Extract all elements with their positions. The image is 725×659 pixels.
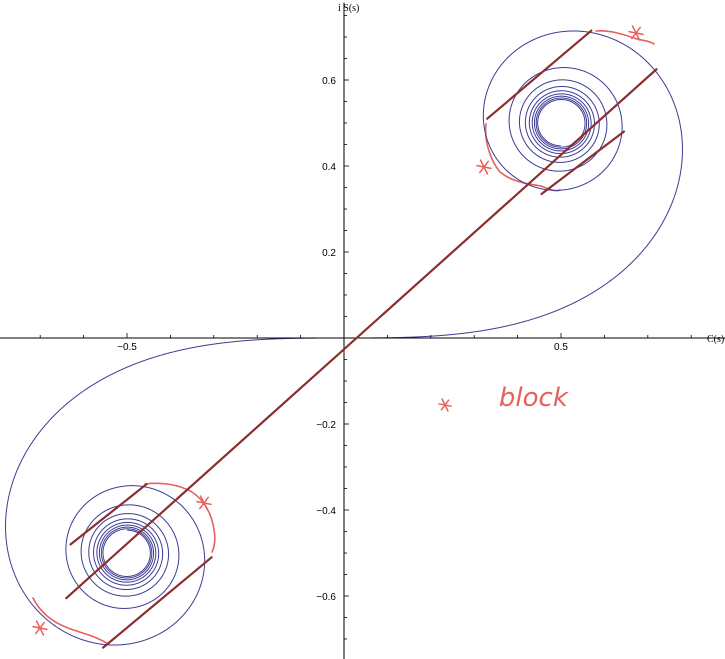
y-axis-label: i S(s) <box>338 3 359 14</box>
asterisk-mark <box>196 495 212 511</box>
chord-segment <box>69 483 148 546</box>
chord-segment <box>540 130 626 196</box>
asterisk-stroke <box>199 496 209 510</box>
asterisk-stroke <box>440 399 450 411</box>
chord-segment <box>65 68 658 600</box>
highlight-stroke <box>32 597 109 645</box>
y-tick-label: 0.4 <box>322 162 336 173</box>
y-tick-label: −0.4 <box>316 506 336 517</box>
asterisk-stroke <box>35 621 45 635</box>
y-tick-label: −0.6 <box>316 592 336 603</box>
chord-segment <box>102 556 213 649</box>
y-tick-label: 0.2 <box>322 248 336 259</box>
y-tick-label: 0.6 <box>322 76 336 87</box>
chord-segment <box>486 29 593 120</box>
chord-segments <box>65 29 658 649</box>
asterisk-mark <box>476 159 492 175</box>
x-tick-label: −0.5 <box>117 342 137 353</box>
annotation-block: block <box>499 383 569 413</box>
handdrawn-marks <box>32 25 644 636</box>
asterisk-stroke <box>631 26 641 40</box>
y-tick-label: −0.2 <box>316 420 336 431</box>
asterisk-mark <box>32 620 48 636</box>
asterisk-mark <box>438 398 452 412</box>
highlight-stroke <box>484 123 561 192</box>
x-axis-label: C(s) <box>707 334 724 345</box>
asterisk-stroke <box>479 160 489 174</box>
x-tick-label: 0.5 <box>554 342 568 353</box>
highlight-stroke <box>595 30 655 45</box>
asterisk-mark <box>628 25 644 41</box>
